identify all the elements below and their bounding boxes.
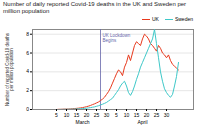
svg-text:UK LockdownBegins: UK LockdownBegins [103,33,131,43]
svg-text:Number of reported Covid-19 de: Number of reported Covid-19 deathsper mi… [5,32,14,106]
svg-text:25: 25 [94,111,100,117]
svg-text:April: April [137,119,147,125]
html-text:Sweden: Sweden [174,16,193,23]
svg-text:30: 30 [164,111,170,117]
svg-text:30: 30 [104,111,110,117]
svg-text:15: 15 [74,111,80,117]
html-text:UK: UK [152,16,159,23]
svg-text:5: 5 [55,111,58,117]
svg-text:15: 15 [134,111,140,117]
svg-text:20: 20 [144,111,150,117]
svg-text:20: 20 [84,111,90,117]
svg-text:0: 0 [26,106,29,112]
svg-text:25: 25 [154,111,160,117]
svg-text:8: 8 [26,31,29,37]
svg-text:4: 4 [26,68,29,74]
svg-text:10: 10 [64,111,70,117]
svg-text:6: 6 [26,49,29,55]
svg-text:March: March [76,119,90,125]
html-text:Number of daily reported Covid: Number of daily reported Covid-19 deaths… [3,1,187,14]
svg-text:10: 10 [124,111,130,117]
svg-text:2: 2 [26,87,29,93]
svg-text:5: 5 [115,111,118,117]
